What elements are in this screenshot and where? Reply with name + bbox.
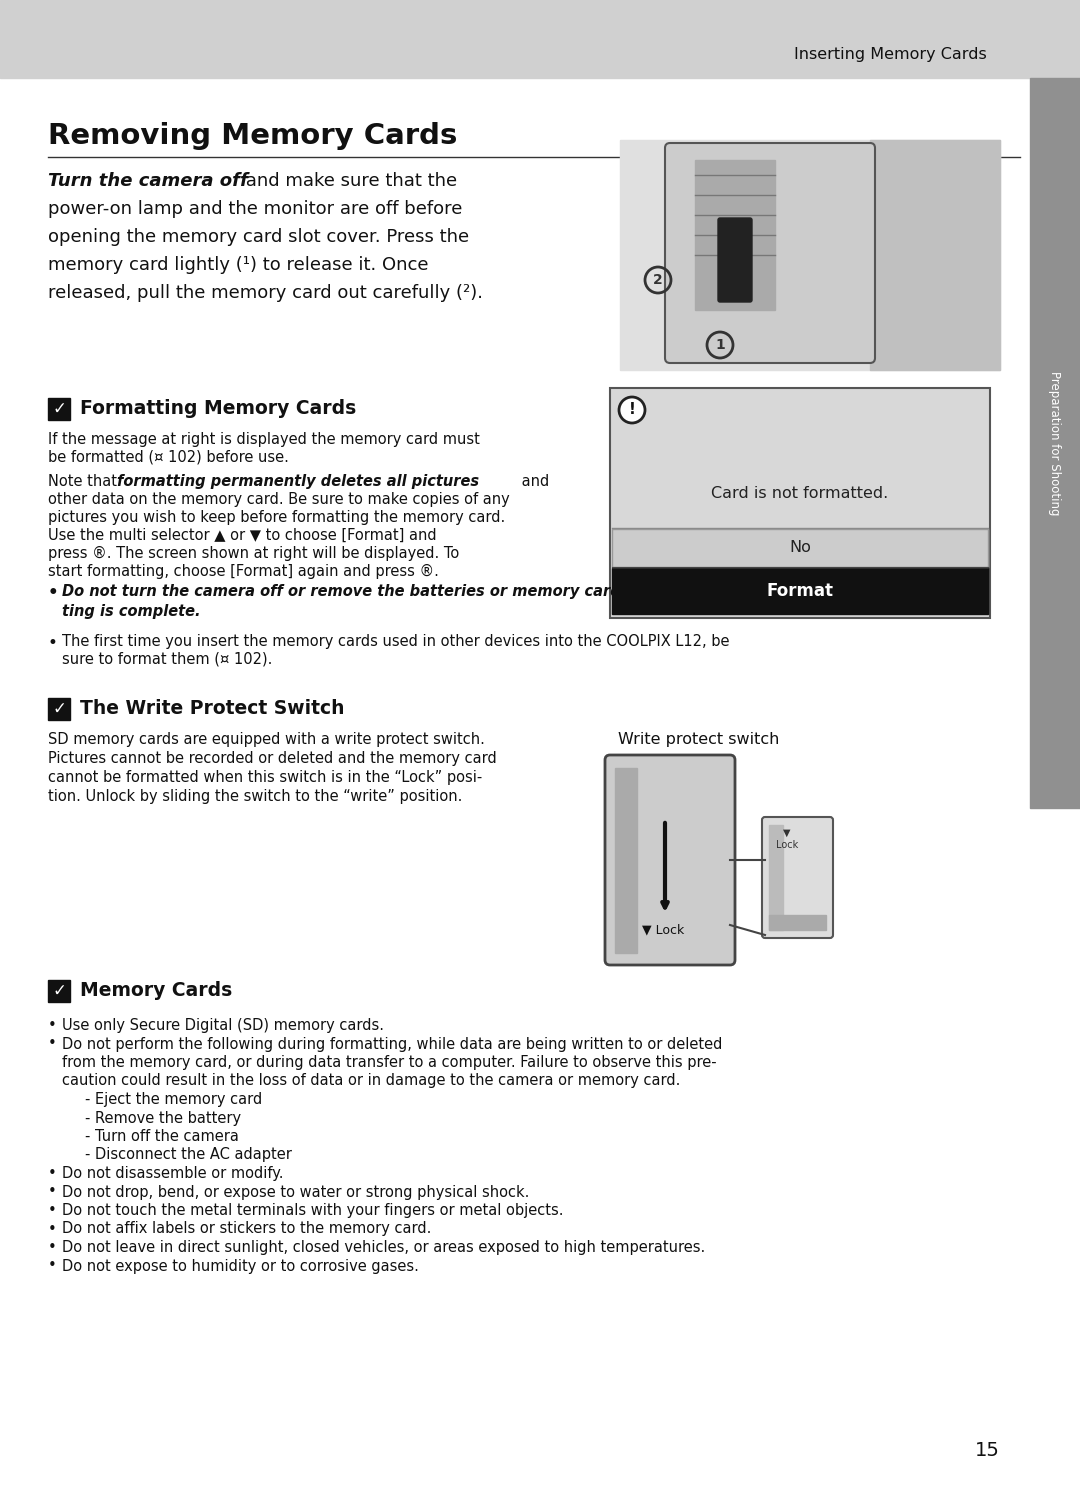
Text: - Disconnect the AC adapter: - Disconnect the AC adapter (85, 1147, 292, 1162)
Text: from the memory card, or during data transfer to a computer. Failure to observe : from the memory card, or during data tra… (62, 1055, 717, 1070)
Text: Use only Secure Digital (SD) memory cards.: Use only Secure Digital (SD) memory card… (62, 1018, 384, 1033)
Text: Inserting Memory Cards: Inserting Memory Cards (794, 48, 986, 62)
Text: •: • (48, 635, 58, 652)
Bar (48, 398, 70, 421)
Text: 15: 15 (975, 1441, 1000, 1461)
Text: ting is complete.: ting is complete. (62, 603, 201, 620)
Text: be formatted (¤ 102) before use.: be formatted (¤ 102) before use. (48, 450, 288, 465)
Text: SD memory cards are equipped with a write protect switch.: SD memory cards are equipped with a writ… (48, 733, 485, 747)
Text: Card is not formatted.: Card is not formatted. (712, 486, 889, 501)
Text: Do not touch the metal terminals with your fingers or metal objects.: Do not touch the metal terminals with yo… (62, 1204, 564, 1219)
Text: caution could result in the loss of data or in damage to the camera or memory ca: caution could result in the loss of data… (62, 1073, 680, 1089)
Text: and make sure that the: and make sure that the (240, 172, 457, 190)
Text: ▼
Lock: ▼ Lock (775, 828, 798, 850)
FancyBboxPatch shape (665, 143, 875, 363)
FancyBboxPatch shape (605, 755, 735, 964)
Bar (48, 698, 70, 721)
Text: press ®. The screen shown at right will be displayed. To: press ®. The screen shown at right will … (48, 545, 459, 562)
Text: ✓: ✓ (52, 982, 66, 1000)
Text: Do not turn the camera off or remove the batteries or memory card until format-: Do not turn the camera off or remove the… (62, 584, 731, 599)
Text: memory card lightly (¹) to release it. Once: memory card lightly (¹) to release it. O… (48, 256, 429, 273)
Text: •: • (48, 1239, 57, 1256)
Text: and: and (517, 474, 550, 489)
Text: - Eject the memory card: - Eject the memory card (85, 1092, 262, 1107)
Bar (1030, 77, 1080, 808)
Text: If the message at right is displayed the memory card must: If the message at right is displayed the… (48, 432, 480, 447)
Text: power-on lamp and the monitor are off before: power-on lamp and the monitor are off be… (48, 201, 462, 218)
Text: •: • (48, 1259, 57, 1274)
Bar (0, 0, 1080, 77)
Text: •: • (48, 1167, 57, 1181)
Text: •: • (48, 1204, 57, 1219)
Text: ✓: ✓ (52, 400, 66, 418)
Bar (610, 388, 990, 618)
Text: Turn the camera off: Turn the camera off (48, 172, 248, 190)
Text: Removing Memory Cards: Removing Memory Cards (48, 122, 457, 150)
Text: sure to format them (¤ 102).: sure to format them (¤ 102). (62, 652, 272, 667)
Bar (769, 825, 783, 930)
Text: cannot be formatted when this switch is in the “Lock” posi-: cannot be formatted when this switch is … (48, 770, 483, 785)
Text: The first time you insert the memory cards used in other devices into the COOLPI: The first time you insert the memory car… (62, 635, 729, 649)
Bar (870, 140, 1000, 370)
Text: Use the multi selector ▲ or ▼ to choose [Format] and: Use the multi selector ▲ or ▼ to choose … (48, 528, 436, 542)
Text: •: • (48, 1221, 57, 1236)
Text: Do not drop, bend, or expose to water or strong physical shock.: Do not drop, bend, or expose to water or… (62, 1184, 529, 1199)
FancyBboxPatch shape (718, 218, 752, 302)
Text: opening the memory card slot cover. Press the: opening the memory card slot cover. Pres… (48, 227, 469, 247)
Text: pictures you wish to keep before formatting the memory card.: pictures you wish to keep before formatt… (48, 510, 505, 525)
Text: The Write Protect Switch: The Write Protect Switch (80, 698, 345, 718)
Text: ▼ Lock: ▼ Lock (642, 923, 685, 936)
FancyBboxPatch shape (762, 817, 833, 938)
Bar (615, 768, 637, 953)
Text: tion. Unlock by sliding the switch to the “write” position.: tion. Unlock by sliding the switch to th… (48, 789, 462, 804)
Text: Pictures cannot be recorded or deleted and the memory card: Pictures cannot be recorded or deleted a… (48, 750, 497, 765)
Text: •: • (48, 584, 58, 602)
Text: formatting permanently deletes all pictures: formatting permanently deletes all pictu… (117, 474, 480, 489)
Text: •: • (48, 1037, 57, 1052)
Text: start formatting, choose [Format] again and press ®.: start formatting, choose [Format] again … (48, 565, 438, 580)
Text: - Remove the battery: - Remove the battery (85, 1110, 241, 1125)
Bar (612, 529, 988, 568)
Text: Do not perform the following during formatting, while data are being written to : Do not perform the following during form… (62, 1037, 723, 1052)
Bar (769, 915, 826, 930)
Text: Preparation for Shooting: Preparation for Shooting (1049, 370, 1062, 516)
Text: 2: 2 (653, 273, 663, 287)
Circle shape (619, 397, 645, 424)
Bar (48, 979, 70, 1002)
Text: Do not affix labels or stickers to the memory card.: Do not affix labels or stickers to the m… (62, 1221, 431, 1236)
Text: Memory Cards: Memory Cards (80, 981, 232, 1000)
Bar (620, 140, 1000, 370)
Text: Write protect switch: Write protect switch (618, 733, 780, 747)
Text: other data on the memory card. Be sure to make copies of any: other data on the memory card. Be sure t… (48, 492, 510, 507)
Text: - Turn off the camera: - Turn off the camera (85, 1129, 239, 1144)
Text: released, pull the memory card out carefully (²).: released, pull the memory card out caref… (48, 284, 483, 302)
Text: Do not disassemble or modify.: Do not disassemble or modify. (62, 1167, 283, 1181)
Text: !: ! (629, 403, 635, 418)
Text: No: No (789, 541, 811, 556)
Text: Formatting Memory Cards: Formatting Memory Cards (80, 400, 356, 418)
Text: ✓: ✓ (52, 700, 66, 718)
Text: •: • (48, 1184, 57, 1199)
Bar (612, 568, 988, 614)
Text: •: • (48, 1018, 57, 1033)
Bar (612, 529, 988, 568)
Text: Do not expose to humidity or to corrosive gases.: Do not expose to humidity or to corrosiv… (62, 1259, 419, 1274)
Text: Do not leave in direct sunlight, closed vehicles, or areas exposed to high tempe: Do not leave in direct sunlight, closed … (62, 1239, 705, 1256)
Text: Format: Format (767, 583, 834, 600)
Bar (696, 160, 775, 311)
Text: 1: 1 (715, 337, 725, 352)
Text: Note that: Note that (48, 474, 122, 489)
